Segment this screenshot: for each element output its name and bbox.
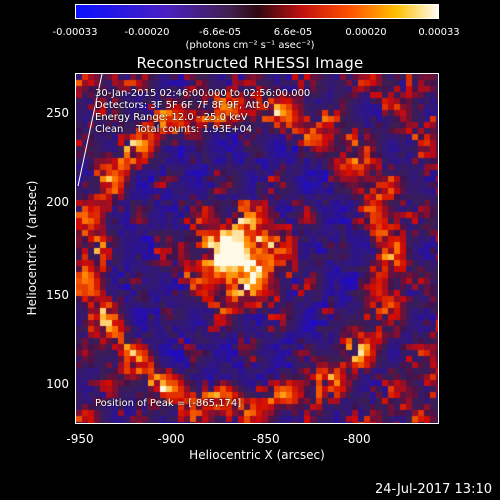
- info-detectors: Detectors: 3F 5F 6F 7F 8F 9F, Att 0: [95, 100, 270, 111]
- info-time: 30-Jan-2015 02:46:00.000 to 02:56:00.000: [95, 88, 311, 99]
- info-method: Clean Total counts: 1.93E+04: [95, 124, 253, 135]
- colorbar-tick: -0.00020: [124, 27, 170, 38]
- y-tick-label: 200: [46, 195, 69, 209]
- info-peak: Position of Peak = [-865,174]: [95, 398, 242, 409]
- y-tick-label: 100: [46, 377, 69, 391]
- y-axis-label: Heliocentric Y (arcsec): [25, 180, 39, 316]
- x-axis-label: Heliocentric X (arcsec): [189, 448, 325, 462]
- x-tick-label: -950: [66, 432, 94, 446]
- y-tick-label: 150: [46, 288, 69, 302]
- colorbar-tick: 0.00020: [345, 27, 387, 38]
- x-tick-label: -900: [157, 432, 185, 446]
- colorbar-tick: -6.6e-05: [199, 27, 241, 38]
- image-plot: 30-Jan-2015 02:46:00.000 to 02:56:00.000…: [75, 73, 439, 424]
- timestamp: 24-Jul-2017 13:10: [374, 482, 492, 497]
- x-tick-label: -800: [343, 432, 371, 446]
- y-tick-label: 250: [46, 106, 69, 120]
- info-energy: Energy Range: 12.0 - 25.0 keV: [95, 112, 248, 123]
- colorbar-units: (photons cm⁻² s⁻¹ asec⁻²): [185, 40, 315, 51]
- x-tick-label: -850: [252, 432, 280, 446]
- colorbar-tick: 6.6e-05: [273, 27, 313, 38]
- colorbar-tick: 0.00033: [418, 27, 460, 38]
- limb-line: [77, 74, 103, 187]
- colorbar-tick: -0.00033: [52, 27, 98, 38]
- heatmap-image: [76, 74, 438, 423]
- colorbar: [75, 4, 439, 19]
- plot-title: Reconstructed RHESSI Image: [136, 54, 364, 72]
